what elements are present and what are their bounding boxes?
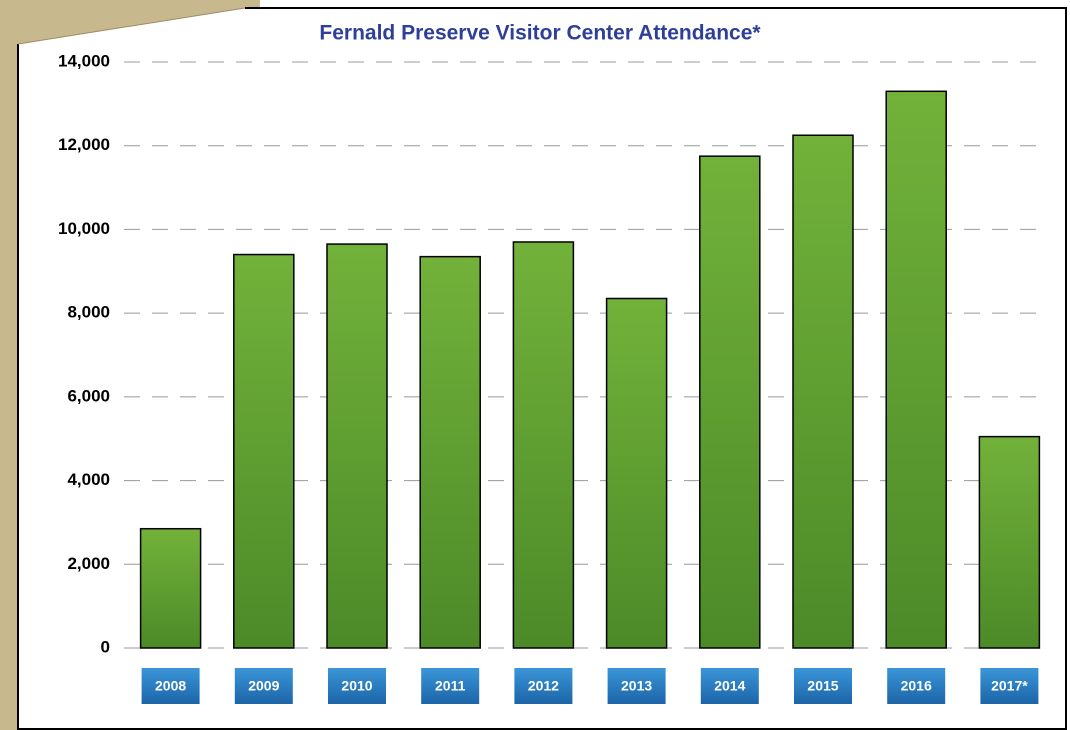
bar	[327, 244, 387, 648]
x-tick-label: 2008	[155, 678, 186, 694]
y-tick-label: 6,000	[67, 386, 110, 405]
bar	[141, 529, 201, 648]
x-tick-label: 2014	[714, 678, 745, 694]
x-tick-label: 2009	[248, 678, 279, 694]
bar	[420, 257, 480, 648]
chart: Fernald Preserve Visitor Center Attendan…	[0, 0, 1070, 730]
chart-title: Fernald Preserve Visitor Center Attendan…	[319, 22, 761, 45]
bar	[234, 255, 294, 648]
y-tick-label: 2,000	[67, 554, 110, 573]
x-tick-label: 2012	[528, 678, 559, 694]
y-tick-label: 0	[101, 637, 110, 656]
texture	[0, 0, 18, 730]
y-tick-label: 4,000	[67, 470, 110, 489]
x-tick-label: 2015	[807, 678, 838, 694]
bar	[886, 91, 946, 648]
bar	[513, 242, 573, 648]
bar	[700, 156, 760, 648]
bar	[607, 298, 667, 648]
x-tick-label: 2017*	[991, 678, 1028, 694]
y-tick-label: 14,000	[58, 51, 110, 70]
y-tick-label: 12,000	[58, 135, 110, 154]
x-tick-label: 2016	[901, 678, 932, 694]
page: {"chart_data": {"type": "bar", "title": …	[0, 0, 1070, 730]
x-tick-label: 2013	[621, 678, 652, 694]
bar	[979, 437, 1039, 648]
y-tick-label: 10,000	[58, 219, 110, 238]
x-tick-label: 2011	[435, 678, 466, 694]
x-tick-label: 2010	[341, 678, 372, 694]
bar	[793, 135, 853, 648]
y-tick-label: 8,000	[67, 303, 110, 322]
